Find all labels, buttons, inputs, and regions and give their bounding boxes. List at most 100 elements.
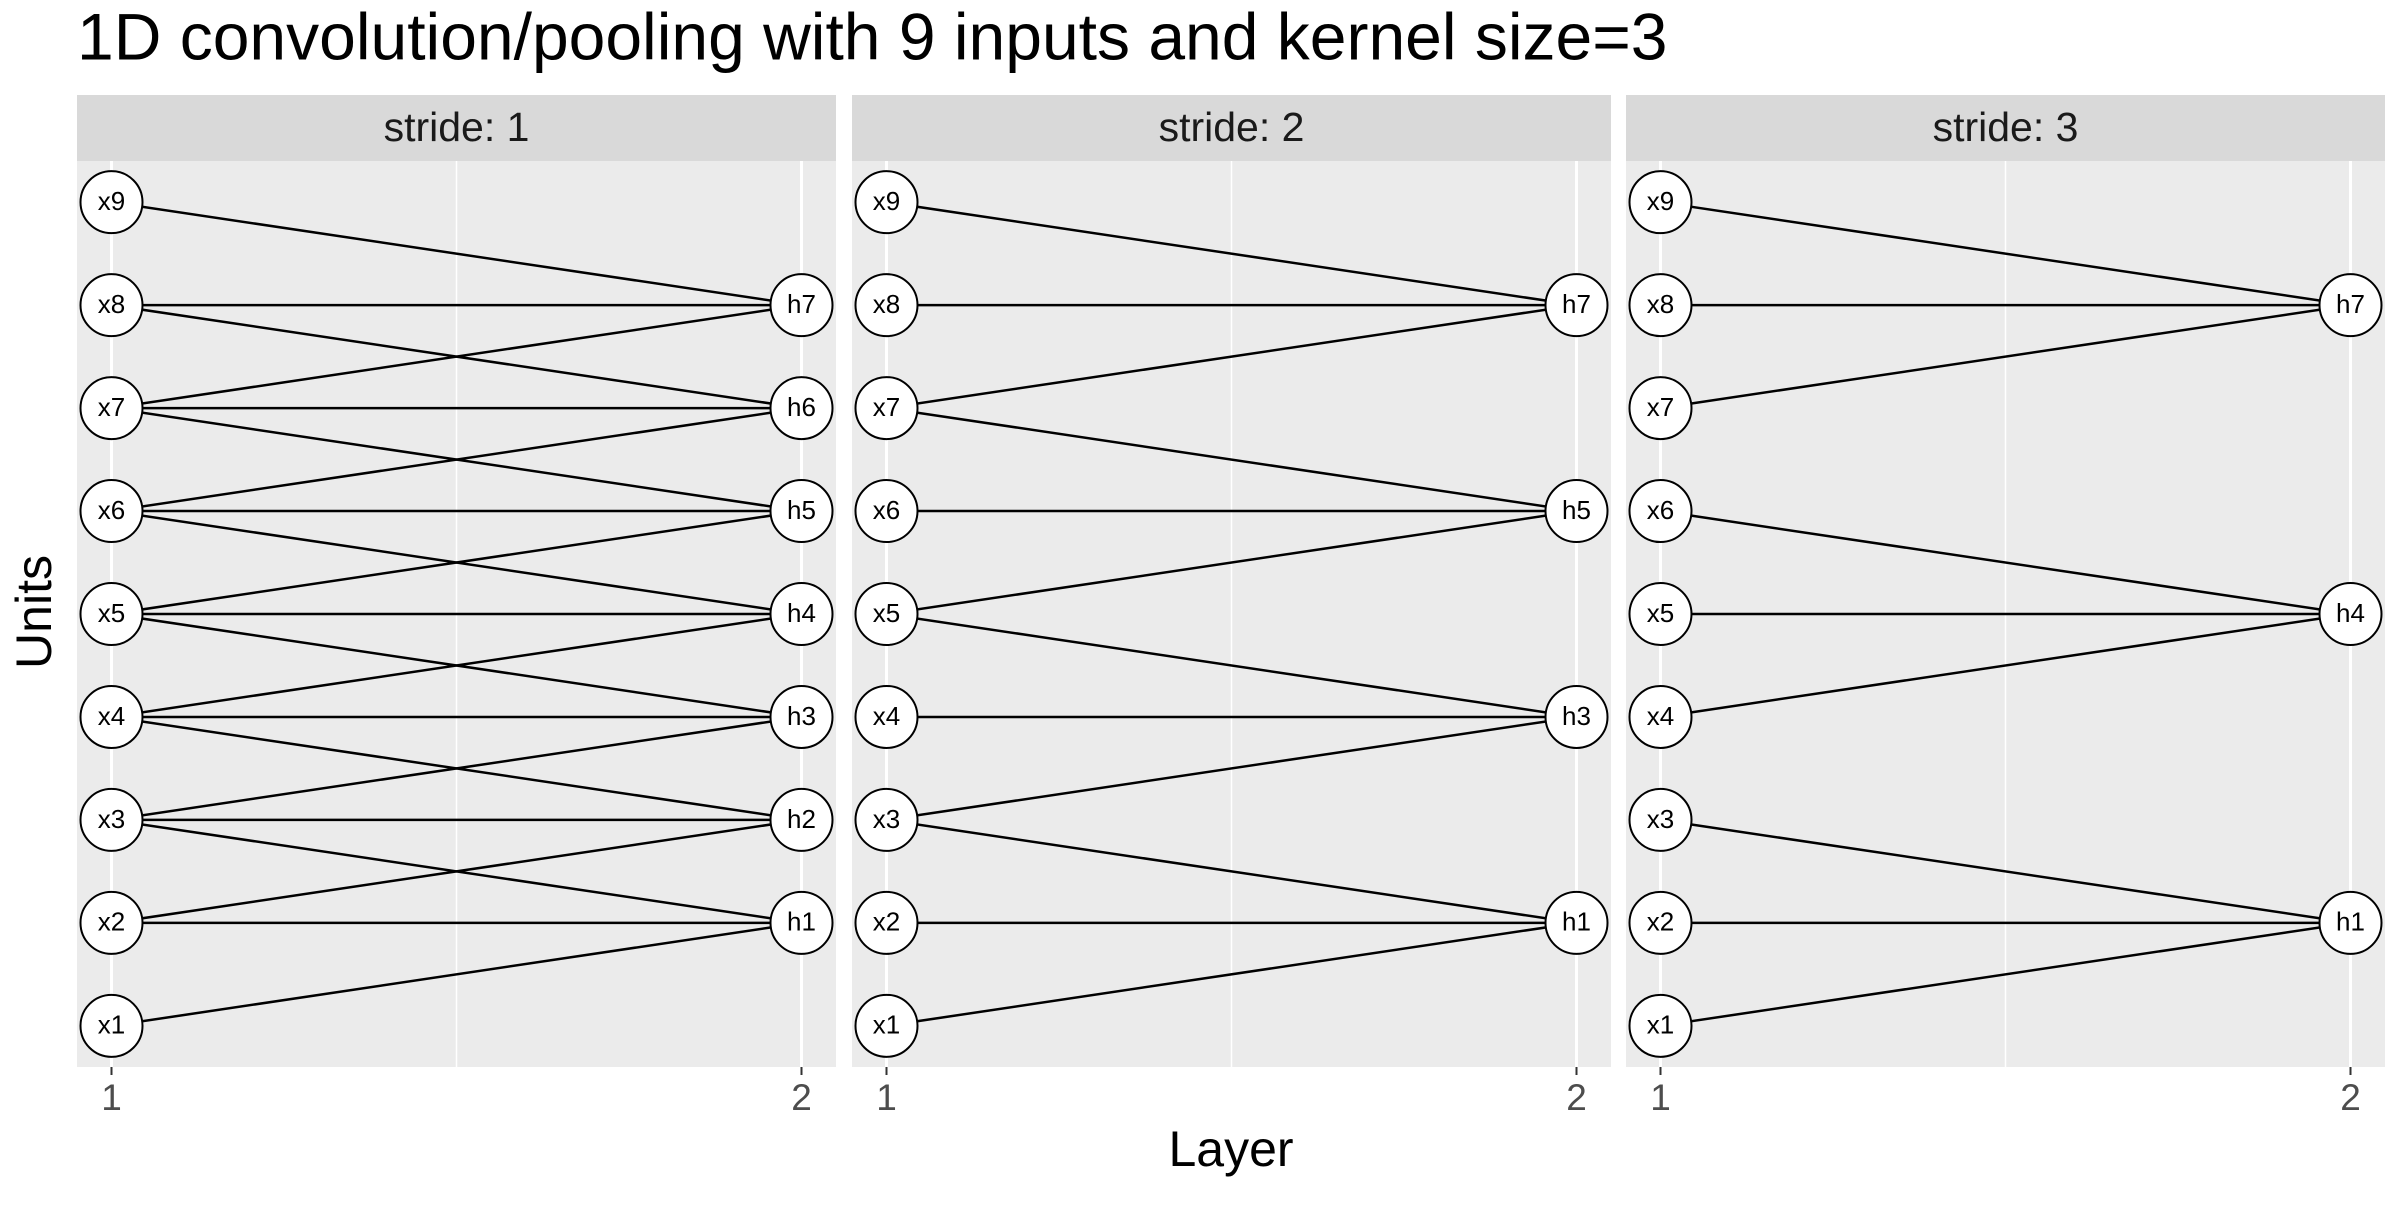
x-axis-title: Layer xyxy=(1168,1121,1293,1177)
node-label: x1 xyxy=(98,1010,125,1040)
node-label: h1 xyxy=(1562,907,1591,937)
edge xyxy=(886,612,1577,719)
node-label: x7 xyxy=(1647,392,1674,422)
node-label: x6 xyxy=(98,495,125,525)
x-tick-label: 2 xyxy=(791,1077,812,1118)
node-label: h3 xyxy=(1562,701,1591,731)
node-label: x1 xyxy=(873,1010,900,1040)
edge xyxy=(886,303,1577,410)
node-label: h1 xyxy=(2336,907,2365,937)
node xyxy=(854,273,919,338)
node-label: h6 xyxy=(787,392,816,422)
node xyxy=(854,479,919,544)
node-label: x5 xyxy=(98,598,125,628)
node xyxy=(1544,890,1609,955)
strip-label: stride: 1 xyxy=(384,104,530,150)
x-tick-label: 1 xyxy=(876,1077,897,1118)
node-label: h7 xyxy=(2336,289,2365,319)
node xyxy=(1628,479,1693,544)
node xyxy=(769,479,834,544)
node xyxy=(769,684,834,749)
node-label: h1 xyxy=(787,907,816,937)
node xyxy=(1628,582,1693,646)
node xyxy=(1628,993,1693,1058)
node-label: x1 xyxy=(1647,1010,1674,1040)
node-label: x4 xyxy=(98,701,125,731)
node-label: h2 xyxy=(787,804,816,834)
edge xyxy=(886,509,1577,616)
node xyxy=(1628,890,1693,955)
edge xyxy=(886,818,1577,925)
node-label: x4 xyxy=(1647,701,1674,731)
node-label: x9 xyxy=(98,186,125,216)
node-label: x2 xyxy=(1647,907,1674,937)
node-label: x3 xyxy=(873,804,900,834)
node xyxy=(2318,582,2383,646)
edge xyxy=(111,715,802,822)
node xyxy=(79,582,144,646)
strip xyxy=(1626,95,2385,161)
node xyxy=(769,890,834,955)
node xyxy=(79,684,144,749)
node xyxy=(2318,890,2383,955)
edge xyxy=(1660,200,2351,307)
node-label: h7 xyxy=(787,289,816,319)
edge xyxy=(111,921,802,1028)
edge xyxy=(1660,921,2351,1028)
node xyxy=(79,890,144,955)
edge xyxy=(111,200,802,307)
node-label: x2 xyxy=(873,907,900,937)
node-label: h3 xyxy=(787,701,816,731)
edge xyxy=(111,509,802,616)
edge xyxy=(111,303,802,410)
node xyxy=(79,479,144,544)
strip xyxy=(852,95,1611,161)
node-label: x7 xyxy=(98,392,125,422)
node-label: x3 xyxy=(1647,804,1674,834)
node xyxy=(854,787,919,852)
node-label: h7 xyxy=(1562,289,1591,319)
edge xyxy=(886,406,1577,513)
node xyxy=(1628,376,1693,441)
x-tick-label: 1 xyxy=(1650,1077,1671,1118)
node xyxy=(79,170,144,235)
node-label: x2 xyxy=(98,907,125,937)
strip-label: stride: 2 xyxy=(1159,104,1305,150)
node xyxy=(769,376,834,441)
node-label: x6 xyxy=(873,495,900,525)
node-label: x8 xyxy=(873,289,900,319)
strip xyxy=(77,95,836,161)
node-label: x4 xyxy=(873,701,900,731)
node-label: h4 xyxy=(2336,598,2365,628)
node xyxy=(1544,273,1609,338)
node xyxy=(1544,684,1609,749)
x-tick-label: 2 xyxy=(2340,1077,2361,1118)
edge xyxy=(886,921,1577,1028)
node-label: h5 xyxy=(787,495,816,525)
node xyxy=(854,684,919,749)
x-tick-label: 1 xyxy=(101,1077,122,1118)
node xyxy=(769,787,834,852)
node xyxy=(79,787,144,852)
node-label: x5 xyxy=(873,598,900,628)
node-label: x6 xyxy=(1647,495,1674,525)
node xyxy=(854,376,919,441)
node xyxy=(1628,273,1693,338)
node-label: x8 xyxy=(98,289,125,319)
edge xyxy=(1660,509,2351,616)
node xyxy=(1544,479,1609,544)
edge xyxy=(111,818,802,925)
node xyxy=(1628,787,1693,852)
node-label: x8 xyxy=(1647,289,1674,319)
node xyxy=(2318,273,2383,338)
node xyxy=(1628,684,1693,749)
edge xyxy=(886,200,1577,307)
node xyxy=(854,993,919,1058)
node xyxy=(769,582,834,646)
edge xyxy=(1660,303,2351,410)
edge xyxy=(1660,818,2351,925)
edge xyxy=(111,406,802,513)
edge xyxy=(1660,612,2351,719)
